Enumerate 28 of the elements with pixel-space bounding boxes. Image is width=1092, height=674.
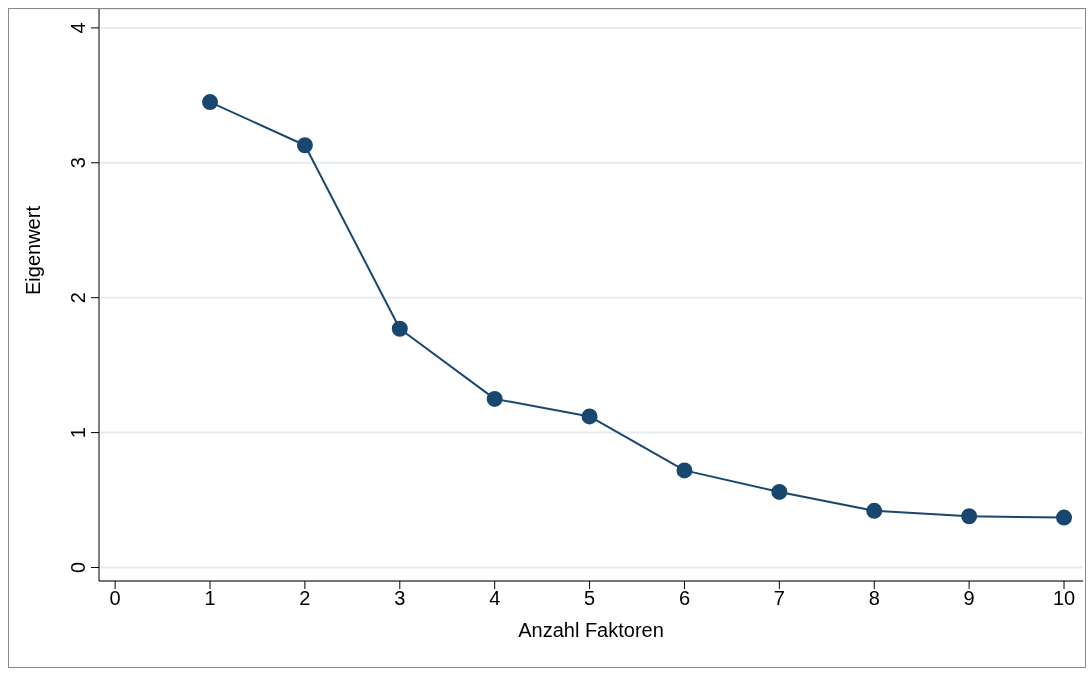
point bbox=[296, 137, 313, 154]
point bbox=[581, 408, 598, 425]
x-tick-label: 0 bbox=[109, 587, 121, 610]
y-tick-label: 0 bbox=[67, 561, 89, 574]
point bbox=[486, 390, 503, 407]
point bbox=[961, 508, 978, 525]
x-tick-label: 2 bbox=[299, 587, 311, 610]
y-axis-title: Eigenwert bbox=[22, 205, 45, 295]
point bbox=[1056, 509, 1073, 526]
x-tick-label: 6 bbox=[678, 587, 691, 610]
x-tick-label: 8 bbox=[868, 587, 880, 610]
point bbox=[202, 94, 219, 111]
y-tick-label: 3 bbox=[67, 157, 89, 169]
y-tick-label: 4 bbox=[67, 22, 89, 34]
x-tick-label: 1 bbox=[204, 587, 216, 610]
x-axis-title: Anzahl Faktoren bbox=[518, 619, 664, 641]
x-tick-label: 10 bbox=[1052, 587, 1076, 610]
x-tick-label: 5 bbox=[584, 587, 596, 610]
point bbox=[771, 483, 788, 500]
x-tick-label: 9 bbox=[963, 587, 975, 610]
x-tick-label: 3 bbox=[394, 587, 406, 610]
x-tick-label: 7 bbox=[773, 587, 785, 610]
point bbox=[391, 320, 408, 337]
x-tick-label: 4 bbox=[489, 587, 501, 610]
point bbox=[866, 502, 883, 519]
y-tick-label: 1 bbox=[67, 427, 89, 439]
y-tick-label: 2 bbox=[67, 292, 89, 304]
point bbox=[676, 462, 693, 479]
